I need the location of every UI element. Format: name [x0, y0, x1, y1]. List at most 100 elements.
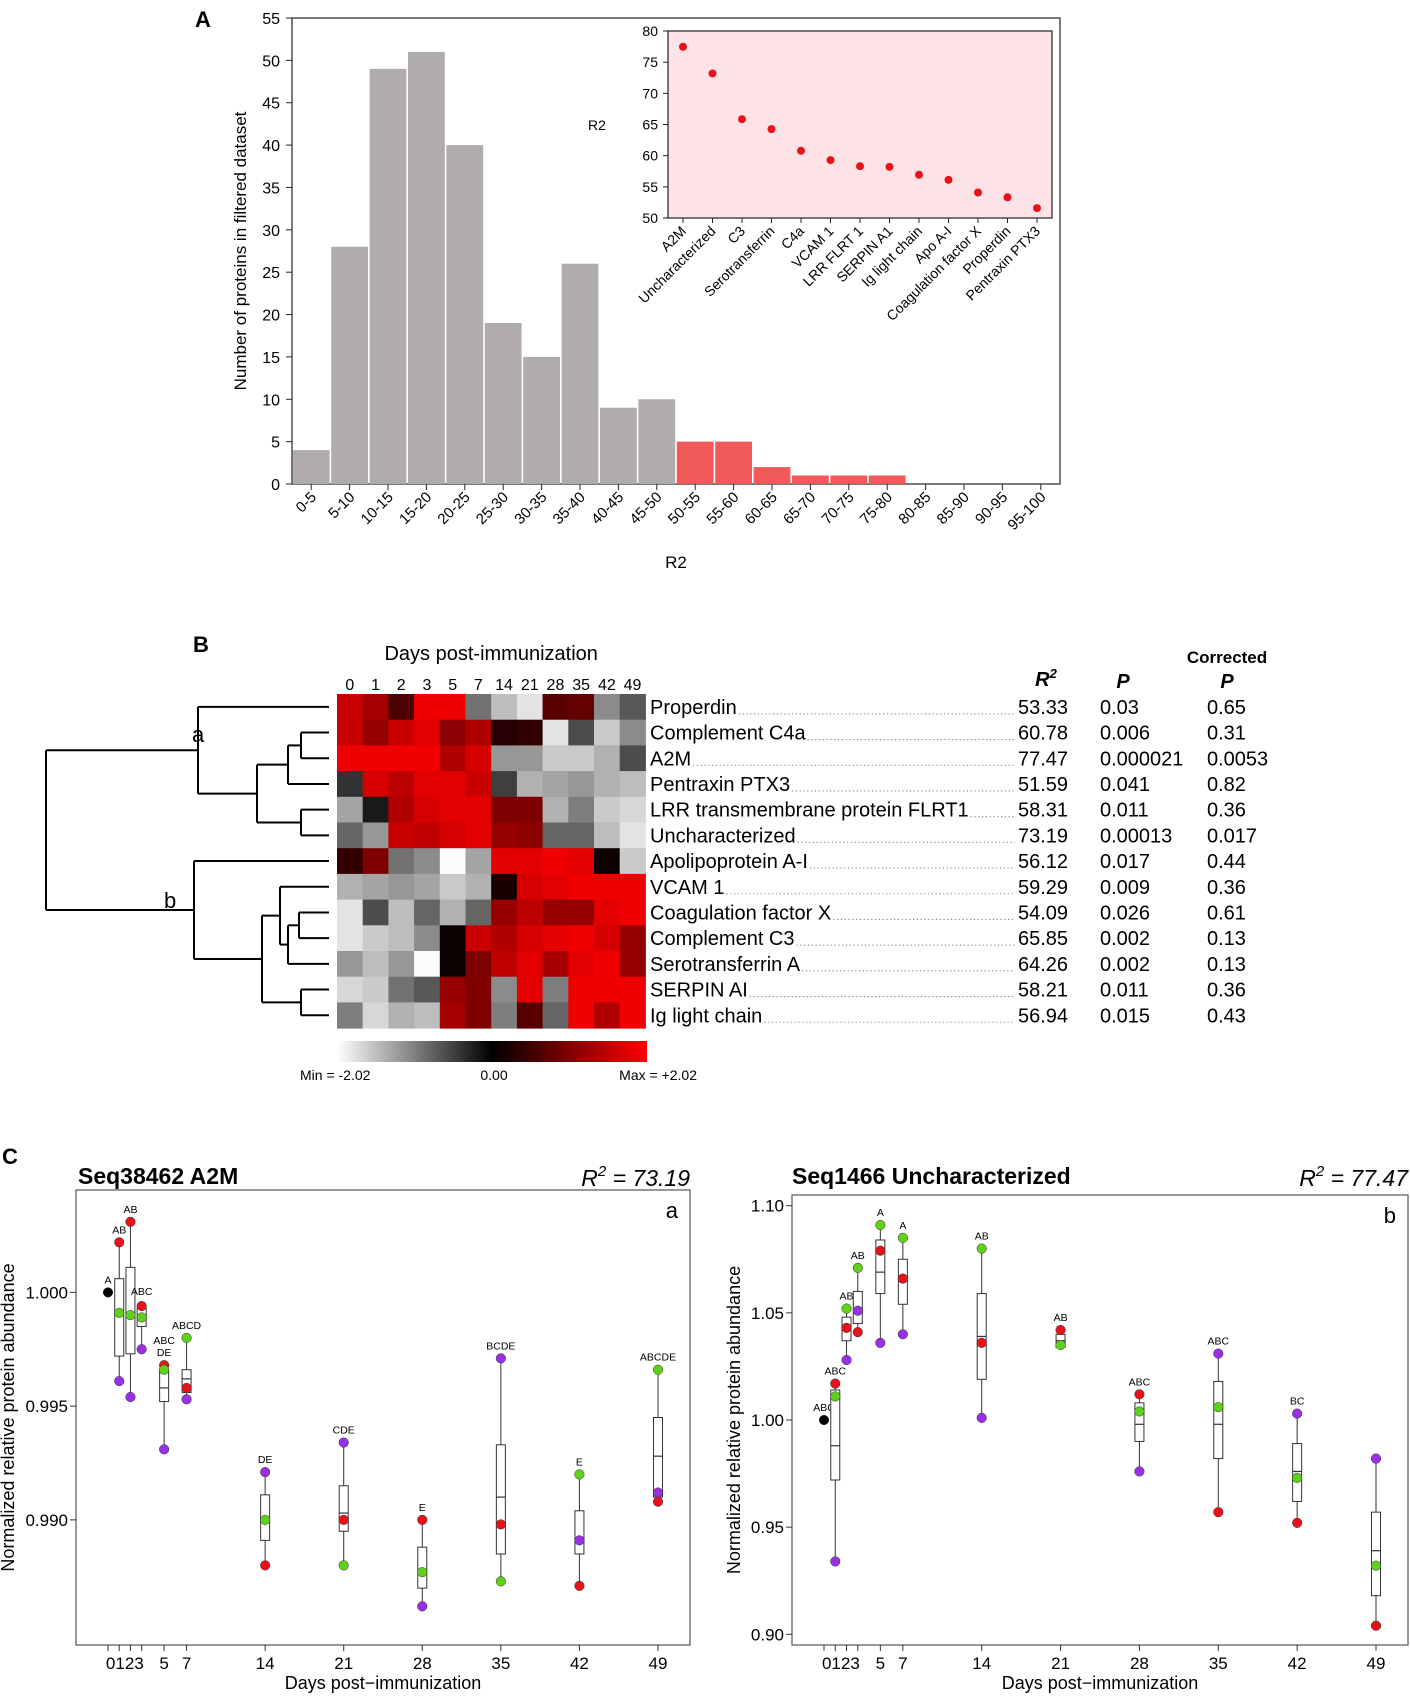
- r2-label: R2 = 77.47: [1299, 1163, 1409, 1191]
- significance-letters: AB: [1054, 1312, 1068, 1324]
- row-label: Complement C3: [650, 928, 795, 950]
- bar-25-30: [484, 323, 522, 484]
- x-tick-label: 35: [1209, 1654, 1228, 1673]
- heat-cell-Coagulation factor X-3: [414, 899, 441, 926]
- heat-cell-Coagulation factor X-14: [491, 899, 518, 926]
- x-tick-label: 20-25: [434, 489, 473, 528]
- point-red-day-42: [1292, 1517, 1303, 1528]
- x-tick-label: 5: [159, 1654, 168, 1673]
- r2-value: 73.19: [1018, 825, 1068, 847]
- heat-cell-SERPIN AI-2: [388, 976, 415, 1003]
- point-purple-day-35: [495, 1353, 506, 1364]
- heat-cell-Properdin-0: [337, 694, 364, 721]
- heat-cell-Coagulation factor X-0: [337, 899, 364, 926]
- heat-cell-VCAM 1-1: [362, 873, 389, 901]
- point-red-day-35: [495, 1519, 506, 1530]
- heat-cell-Uncharacterized-49: [619, 822, 646, 849]
- point-LRR FLRT 1: [856, 162, 864, 171]
- x-axis-label: Days post−immunization: [285, 1673, 482, 1693]
- heat-cell-VCAM 1-7: [465, 873, 492, 901]
- point-red-day-7: [897, 1273, 908, 1284]
- inset-y-axis-label: R2: [588, 117, 606, 133]
- heat-cell-Coagulation factor X-1: [362, 899, 389, 926]
- p-value: 0.006: [1100, 723, 1150, 745]
- y-tick-label: 1.00: [751, 1411, 784, 1430]
- heat-cell-Serotransferrin A-5: [439, 951, 466, 978]
- heat-cell-Complement C3-7: [465, 925, 492, 952]
- panel-label-b: B: [193, 632, 209, 657]
- boxplot-uncharacterized: Seq1466 Uncharacterized R2 = 77.47 b 0.90 0.…: [724, 1163, 1409, 1693]
- corrected-p-value: 0.61: [1207, 902, 1246, 924]
- heat-cell-Complement C4a-3: [414, 719, 441, 746]
- heat-cell-A2M-2: [388, 745, 415, 772]
- r2-value: 56.12: [1018, 851, 1068, 873]
- x-tick-label: 49: [1367, 1654, 1386, 1673]
- y-tick-label: 40: [262, 138, 280, 155]
- significance-letters: AB: [975, 1231, 989, 1243]
- x-tick-label: 7: [182, 1654, 191, 1673]
- heat-cell-SERPIN AI-3: [414, 976, 441, 1003]
- corrected-p-value: 0.36: [1207, 877, 1246, 899]
- heat-cell-A2M-0: [337, 745, 364, 772]
- heat-cell-LRR transmembrane protein FLRT1-42: [594, 796, 621, 823]
- heat-cell-Apolipoprotein A-I-21: [516, 848, 544, 875]
- heat-cell-Complement C3-28: [542, 925, 569, 952]
- heat-cell-LRR transmembrane protein FLRT1-0: [337, 796, 364, 823]
- heat-cell-A2M-3: [414, 745, 441, 772]
- point-purple-day-49: [1370, 1453, 1382, 1464]
- heat-cell-Uncharacterized-21: [516, 822, 544, 849]
- heat-cell-SERPIN AI-35: [568, 976, 595, 1003]
- point-green-day-3: [852, 1262, 863, 1273]
- x-tick-label: 5-10: [325, 489, 358, 522]
- heat-cell-Apolipoprotein A-I-35: [568, 848, 595, 875]
- box: [1134, 1402, 1145, 1442]
- heat-cell-Serotransferrin A-42: [594, 951, 621, 978]
- r2-value: 65.85: [1018, 928, 1068, 950]
- heat-cell-Uncharacterized-14: [491, 822, 518, 849]
- heat-cell-Serotransferrin A-1: [362, 951, 389, 978]
- column-label-day-28: 28: [547, 677, 565, 694]
- heat-cell-Apolipoprotein A-I-7: [465, 848, 492, 875]
- p-value: 0.011: [1100, 980, 1149, 1002]
- point-green-day-49: [652, 1364, 664, 1375]
- point-red-day-49: [652, 1496, 664, 1507]
- y-axis-label: Normalized relative protein abundance: [724, 1266, 744, 1574]
- legend-max: Max = +2.02: [619, 1067, 697, 1083]
- point-purple-day-1: [830, 1556, 841, 1567]
- heat-cell-Ig light chain-42: [594, 1002, 621, 1029]
- heat-cell-Complement C3-21: [516, 925, 544, 952]
- point-purple-day-2: [125, 1391, 136, 1403]
- point-green-day-5: [159, 1364, 170, 1375]
- heat-cell-Properdin-1: [362, 694, 389, 721]
- box: [338, 1485, 349, 1532]
- heat-cell-SERPIN AI-49: [619, 976, 646, 1003]
- significance-letters: ABC: [1129, 1376, 1151, 1388]
- corrected-p-value: 0.36: [1207, 800, 1246, 822]
- y-tick-label: 0.995: [25, 1397, 68, 1416]
- point-purple-day-42: [574, 1535, 585, 1546]
- x-tick-label: 70-75: [818, 489, 857, 528]
- heat-cell-SERPIN AI-14: [491, 976, 518, 1003]
- bar-70-75: [830, 475, 868, 484]
- heatmap-title: Days post-immunization: [384, 643, 597, 665]
- row-label: A2M: [650, 748, 691, 770]
- point-red-day-42: [574, 1580, 585, 1591]
- y-tick-label: 0.990: [25, 1511, 68, 1530]
- heat-cell-VCAM 1-5: [439, 873, 466, 901]
- p-value: 0.026: [1100, 902, 1150, 924]
- heat-cell-Properdin-21: [516, 694, 544, 721]
- x-tick-label: 7: [898, 1654, 907, 1673]
- heat-cell-Apolipoprotein A-I-42: [594, 848, 621, 875]
- point-purple-day-3: [136, 1344, 147, 1355]
- heat-cell-Properdin-7: [465, 694, 492, 721]
- row-label: Complement C4a: [650, 723, 807, 745]
- corrected-p-value: 0.13: [1207, 954, 1246, 976]
- heat-cell-LRR transmembrane protein FLRT1-1: [362, 796, 389, 823]
- heat-cell-Ig light chain-28: [542, 1002, 569, 1029]
- heat-cell-Complement C3-0: [337, 925, 364, 952]
- heat-cell-Ig light chain-7: [465, 1002, 492, 1029]
- heat-cell-Complement C3-3: [414, 925, 441, 952]
- box: [653, 1417, 663, 1498]
- point-red-day-35: [1213, 1507, 1224, 1518]
